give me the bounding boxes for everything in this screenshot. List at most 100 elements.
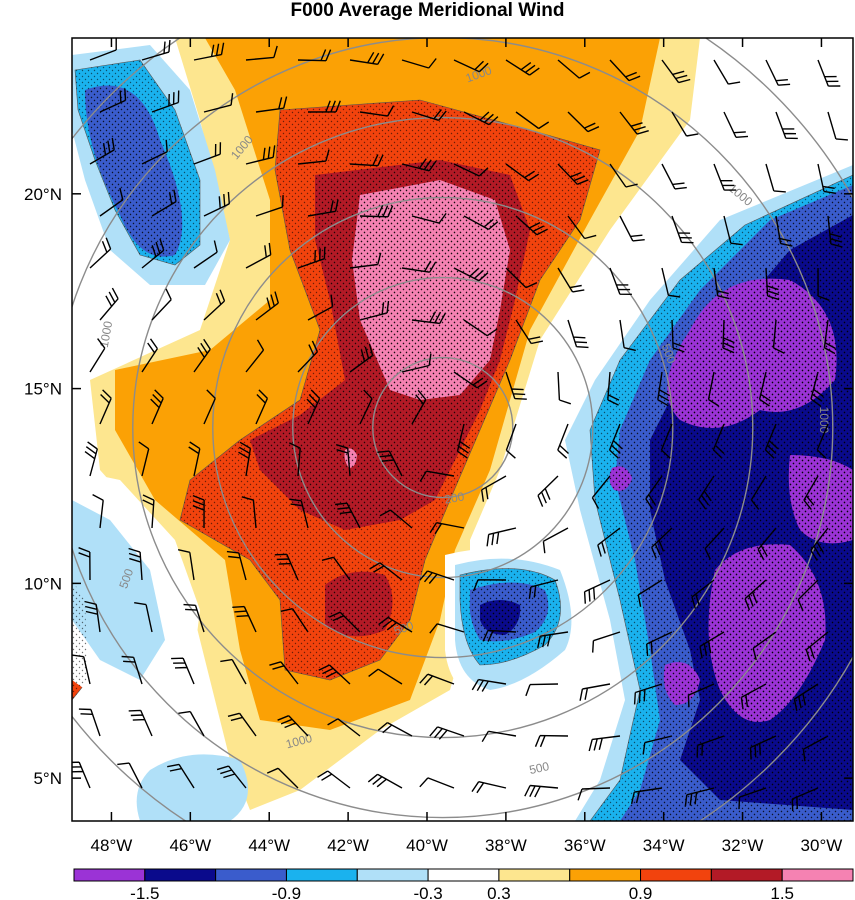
contour-label: 1000 [97,320,115,349]
wind-barb [802,735,829,762]
wind-barb [297,149,330,165]
wind-barb [177,549,195,581]
wind-barb [178,710,205,737]
colorbar-swatch [285,868,358,882]
wind-barb [661,163,687,190]
wind-barb [775,111,798,140]
wind-barb [597,527,621,557]
wind-barb [505,371,527,400]
wind-barb [793,683,819,712]
wind-barb [567,111,600,133]
wind-barb [738,787,767,810]
wind-barb [524,784,559,798]
wind-barb [456,423,471,459]
wind-barb [481,730,517,743]
wind-barb [411,311,447,325]
wind-barb [642,735,673,755]
wind-barb [227,712,257,737]
wind-barb [608,423,623,459]
wind-barb [651,527,673,559]
wind-barb [453,163,489,177]
wind-barb [89,338,106,373]
wind-barb [150,389,164,425]
wind-barb [482,629,517,642]
wind-barb [579,683,611,701]
wind-barb [609,267,632,295]
wind-barb [827,215,843,248]
wind-barb [637,579,663,607]
wind-barb [712,423,725,459]
wind-barb [583,579,611,604]
wind-barb [245,242,272,269]
wind-barb [791,787,819,812]
wind-barb [525,683,559,697]
x-tick-label: 48°W [91,836,133,855]
wind-barb [379,509,413,529]
colorbar-swatch [144,868,217,882]
wind-barb [245,45,278,61]
wind-barb [687,683,715,708]
wind-barb [167,763,195,789]
wind-barb [534,734,569,748]
wind-barb [317,770,351,789]
wind-barb [349,51,385,65]
wind-barb [471,678,507,692]
wind-barb [288,442,301,477]
wind-barb [99,287,119,321]
wind-barb [661,59,691,84]
wind-barb [335,502,361,529]
wind-barb [359,300,390,321]
colorbar-swatch [710,868,783,882]
wind-barb [481,475,507,502]
x-tick-label: 40°W [406,836,448,855]
wind-barb [336,444,351,477]
contour-label: 500 [116,567,136,591]
wind-barb [722,319,735,354]
wind-barb [274,553,299,581]
chart-title: F000 Average Meridional Wind [290,0,565,21]
x-tick-label: 44°W [248,836,290,855]
y-tick-label: 15°N [24,380,62,399]
wind-barb [810,527,829,561]
wind-barb [321,556,351,581]
wind-barb [141,338,158,373]
y-tick-label: 20°N [24,185,62,204]
wind-barb [141,139,168,165]
wind-barb [453,267,489,282]
contour-label: 1000 [817,407,831,434]
wind-barb [537,631,569,649]
wind-barb [537,475,559,507]
wind-barb [557,267,585,293]
wind-barb [619,215,645,242]
wind-barb [429,726,465,740]
wind-barb [827,111,848,141]
wind-barb [151,288,172,321]
significance-stipple [788,455,853,544]
wind-barb [151,189,177,217]
wind-barb [401,353,432,373]
wind-barb [505,423,517,459]
wind-barb [203,389,216,425]
wind-barb [645,475,663,510]
wind-barb [89,137,115,165]
wind-barb [557,163,589,185]
wind-barb [307,199,339,217]
significance-stipple [352,180,510,400]
wind-barb [429,623,465,634]
wind-barb [698,475,715,510]
wind-barb [486,527,517,547]
wind-barb [453,371,488,389]
wind-barb [183,603,205,633]
wind-barb [696,735,725,758]
wind-barb [401,260,437,273]
wind-barb [411,212,447,224]
wind-barb [72,654,91,685]
colorbar-label: 1.5 [770,884,794,900]
wind-barb [241,496,257,529]
wind-barb [232,605,257,633]
wind-barb [757,527,777,561]
wind-barb [707,371,719,407]
wind-barb [528,579,559,599]
wind-barb [359,389,373,425]
